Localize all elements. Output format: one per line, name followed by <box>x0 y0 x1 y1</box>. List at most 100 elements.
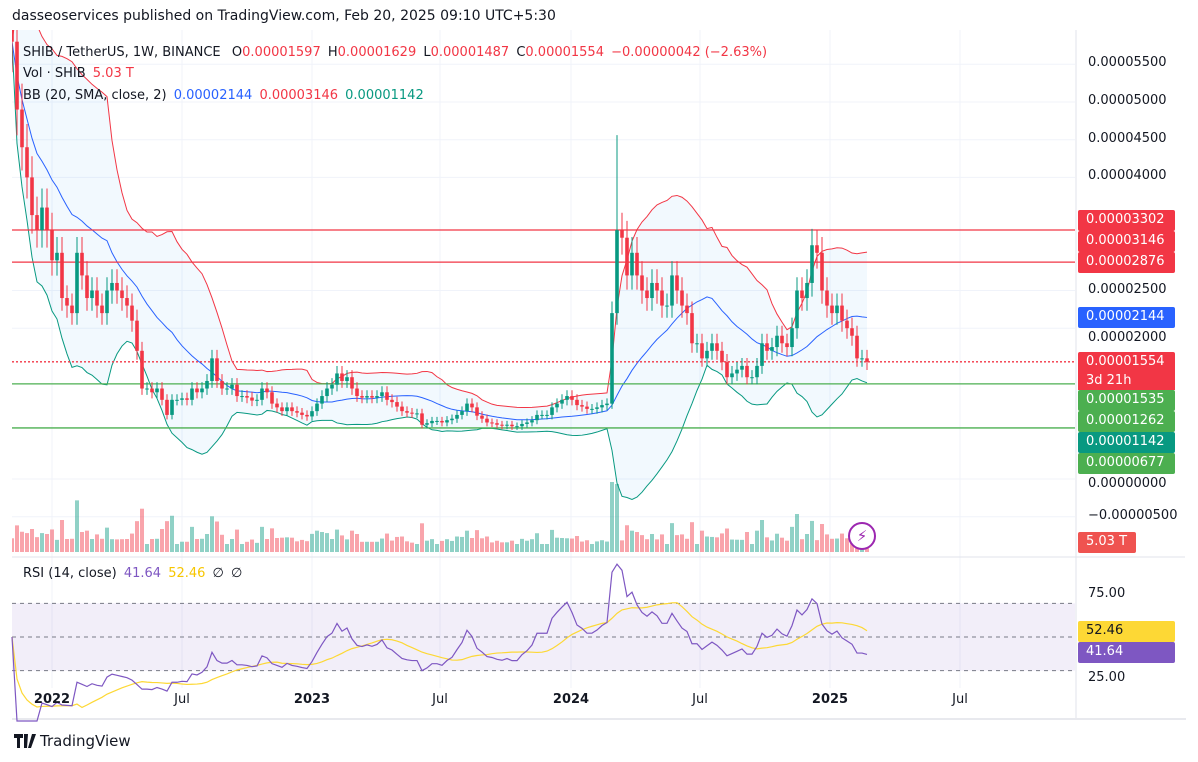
lightning-icon[interactable]: ⚡ <box>848 522 876 550</box>
volume-bar <box>410 542 414 552</box>
volume-bar <box>790 526 794 552</box>
candle-body <box>255 399 259 401</box>
candle-body <box>290 407 294 412</box>
candle-body <box>655 282 659 291</box>
volume-bar <box>280 537 284 552</box>
rsi-value: 41.64 <box>123 566 162 581</box>
candle-body <box>150 388 154 393</box>
candle-body <box>850 328 854 336</box>
volume-bar <box>385 533 389 552</box>
volume-bar <box>355 534 359 552</box>
candle-body <box>550 407 554 415</box>
volume-bar <box>195 539 199 552</box>
candle-body <box>55 252 59 261</box>
bb-basis-line <box>12 41 868 421</box>
volume-bar <box>180 541 184 552</box>
volume-bar <box>815 540 819 552</box>
volume-bar <box>725 528 729 552</box>
volume-bar <box>295 541 299 552</box>
volume-bar <box>370 541 374 552</box>
volume-bar <box>460 536 464 552</box>
tradingview-logo[interactable]: TradingView <box>14 732 131 750</box>
volume-bar <box>325 533 329 552</box>
brand-name: TradingView <box>40 732 131 750</box>
candle-body <box>305 414 309 417</box>
price-tag: 0.00003302 <box>1078 210 1175 231</box>
candle-body <box>865 358 869 362</box>
volume-bar <box>695 544 699 552</box>
candle-body <box>775 335 779 348</box>
candle-body <box>60 252 64 299</box>
candle-body <box>395 402 399 407</box>
candle-body <box>635 252 639 276</box>
bb-lower-value: 0.00001142 <box>345 88 424 103</box>
volume-bar <box>400 536 404 552</box>
candle-body <box>695 343 699 345</box>
candle-body <box>190 388 194 400</box>
candle-body <box>750 377 754 379</box>
candle-body <box>770 347 774 351</box>
candle-body <box>625 237 629 276</box>
candle-body <box>275 403 279 408</box>
volume-bar <box>670 523 674 552</box>
candle-body <box>530 420 534 423</box>
volume-bar <box>340 535 344 552</box>
volume-bar <box>675 535 679 552</box>
candle-body <box>380 392 384 397</box>
time-axis-label: 2025 <box>811 692 849 707</box>
volume-bar <box>150 539 154 552</box>
candle-body <box>12 30 14 42</box>
candle-body <box>175 399 179 401</box>
candle-body <box>45 207 49 231</box>
candle-body <box>145 388 149 390</box>
time-axis-label: Jul <box>432 692 448 707</box>
candle-body <box>795 290 799 329</box>
candle-body <box>515 426 519 428</box>
candle-body <box>400 406 404 412</box>
candle-body <box>755 365 759 378</box>
rsi-label: RSI (14, close) <box>23 566 117 581</box>
volume-bar <box>800 539 804 552</box>
price-tag: 0.00002876 <box>1078 252 1175 273</box>
candle-body <box>855 335 859 359</box>
volume-bar <box>620 540 624 552</box>
volume-bar <box>125 539 129 552</box>
volume-bar <box>580 541 584 552</box>
volume-bar <box>735 539 739 552</box>
candle-body <box>455 414 459 419</box>
candle-body <box>435 420 439 422</box>
candle-body <box>780 335 784 344</box>
volume-bar <box>365 541 369 552</box>
candle-body <box>270 392 274 404</box>
candle-body <box>315 403 319 412</box>
candle-body <box>665 305 669 307</box>
volume-bar <box>80 532 84 552</box>
candle-body <box>820 252 824 291</box>
high-value: 0.00001629 <box>337 45 417 60</box>
volume-bar <box>645 539 649 552</box>
candle-body <box>105 290 109 314</box>
time-axis-label: 2023 <box>293 692 331 707</box>
volume-bar <box>12 538 14 552</box>
volume-bar <box>275 538 279 552</box>
candle-body <box>220 380 224 389</box>
volume-value: 5.03 T <box>92 66 134 81</box>
candle-body <box>280 407 284 412</box>
symbol-legend: SHIB / TetherUS, 1W, BINANCE O0.00001597… <box>23 45 770 60</box>
volume-bar <box>830 538 834 552</box>
chart-frame <box>12 30 1186 720</box>
candle-body <box>205 380 209 389</box>
rsi-ma-line <box>11 602 868 709</box>
volume-bar <box>635 532 639 552</box>
candle-body <box>340 373 344 381</box>
candle-body <box>25 147 29 178</box>
candle-body <box>485 418 489 423</box>
candle-body <box>830 305 834 314</box>
bb-upper-value: 0.00003146 <box>259 88 339 103</box>
volume-bar <box>530 539 534 552</box>
volume-bar <box>110 539 114 552</box>
rsi-legend: RSI (14, close) 41.64 52.46 ∅ ∅ <box>23 566 245 581</box>
volume-bar <box>145 544 149 552</box>
candle-body <box>110 282 114 291</box>
